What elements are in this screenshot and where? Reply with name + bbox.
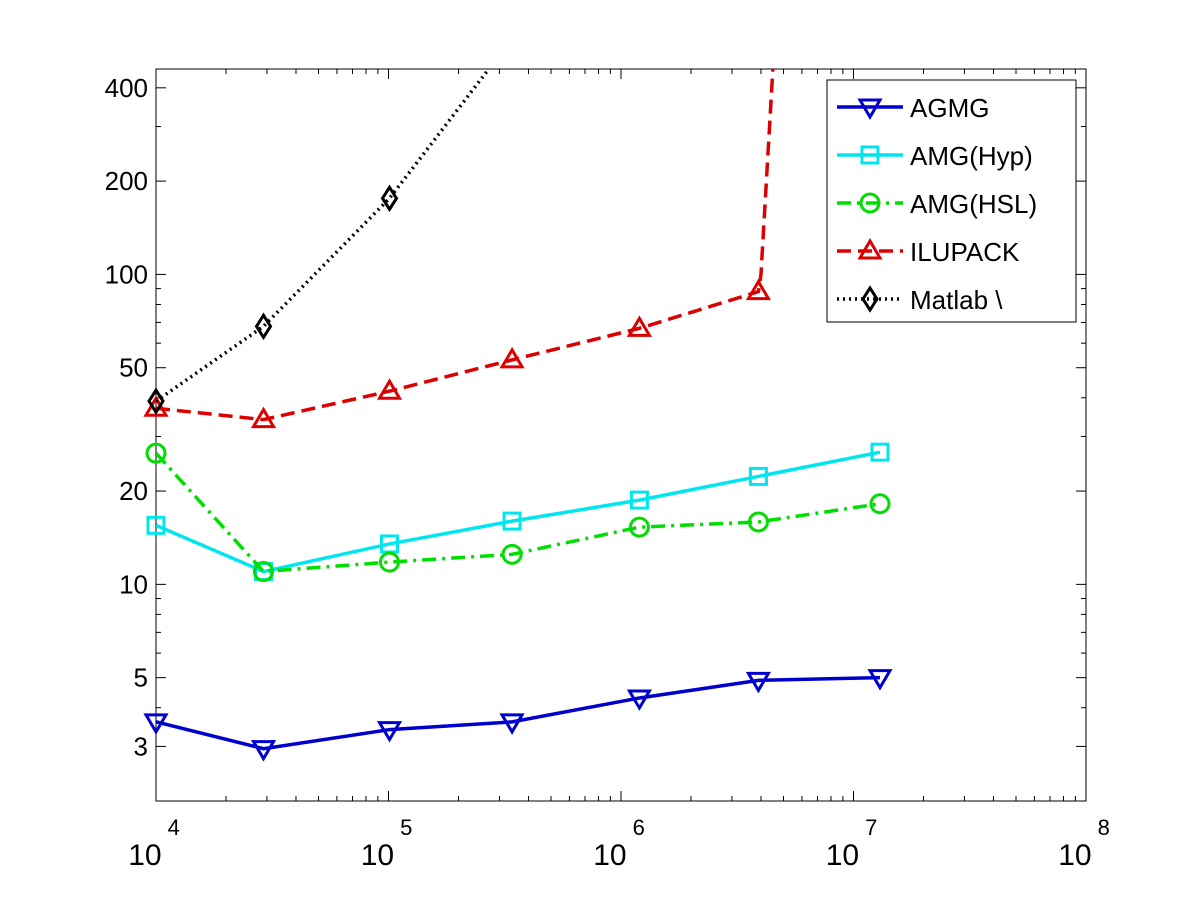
legend-marker: [861, 285, 879, 313]
series-4: [147, 69, 491, 415]
legend-label: Matlab \: [910, 285, 1003, 315]
legend-entry: AGMG: [837, 93, 989, 123]
series-2: [145, 442, 891, 583]
legend-entry: Matlab \: [837, 285, 1003, 315]
x-tick-label: 107: [826, 815, 878, 872]
data-point: [745, 278, 772, 301]
y-tick-label: 400: [105, 73, 148, 103]
legend-label: AMG(Hyp): [910, 141, 1033, 171]
x-tick-label: 106: [593, 815, 645, 872]
data-point: [147, 387, 165, 415]
y-tick-label: 100: [105, 259, 148, 289]
y-tick-label: 5: [134, 663, 148, 693]
legend-entry: AMG(HSL): [837, 189, 1037, 219]
series-line: [156, 452, 881, 574]
series-line: [156, 675, 881, 751]
legend: AGMG AMG(Hyp) AMG(HSL) ILUPACK Matlab \: [826, 79, 1077, 323]
series-layer: [143, 69, 893, 762]
y-tick-label: 10: [119, 569, 148, 599]
data-point: [499, 713, 525, 735]
data-point: [379, 551, 401, 573]
x-tick-label: 105: [361, 815, 413, 872]
data-point: [146, 515, 166, 535]
legend-label: ILUPACK: [910, 237, 1020, 267]
data-point: [380, 184, 399, 213]
axis-ticks: 104 105 106 107 108 3 5 10 20 50 100 200 400: [105, 69, 1110, 872]
legend-entry: AMG(Hyp): [837, 141, 1033, 171]
y-tick-label: 200: [105, 166, 148, 196]
legend-marker: [857, 98, 883, 120]
data-point: [626, 689, 653, 711]
data-point: [501, 543, 523, 565]
series-line: [156, 450, 881, 574]
x-tick-label: 108: [1058, 815, 1110, 872]
data-point: [748, 466, 768, 486]
data-point: [629, 490, 649, 510]
y-tick-label: 50: [119, 353, 148, 383]
data-point: [502, 511, 522, 531]
x-tick-label: 104: [128, 815, 180, 872]
legend-label: AMG(HSL): [910, 189, 1037, 219]
legend-box: [826, 79, 1077, 323]
series-line: [156, 69, 775, 422]
data-point: [867, 669, 893, 691]
data-point: [145, 442, 167, 464]
data-point: [870, 442, 890, 462]
data-point: [143, 713, 169, 735]
y-tick-label: 20: [119, 476, 148, 506]
data-point: [745, 671, 772, 694]
data-point: [869, 493, 891, 515]
legend-marker: [859, 192, 881, 214]
data-point: [250, 406, 277, 429]
data-point: [626, 315, 653, 337]
legend-marker: [857, 238, 883, 260]
data-point: [628, 516, 650, 538]
data-point: [499, 346, 525, 369]
data-point: [250, 740, 277, 762]
data-point: [376, 721, 403, 743]
data-point: [747, 511, 769, 533]
data-point: [376, 378, 403, 400]
data-point: [254, 312, 273, 341]
y-tick-label: 3: [134, 731, 148, 761]
legend-entry: ILUPACK: [837, 237, 1020, 267]
legend-marker: [860, 145, 880, 165]
data-point: [253, 561, 275, 583]
legend-label: AGMG: [910, 93, 989, 123]
series-0: [143, 669, 893, 762]
